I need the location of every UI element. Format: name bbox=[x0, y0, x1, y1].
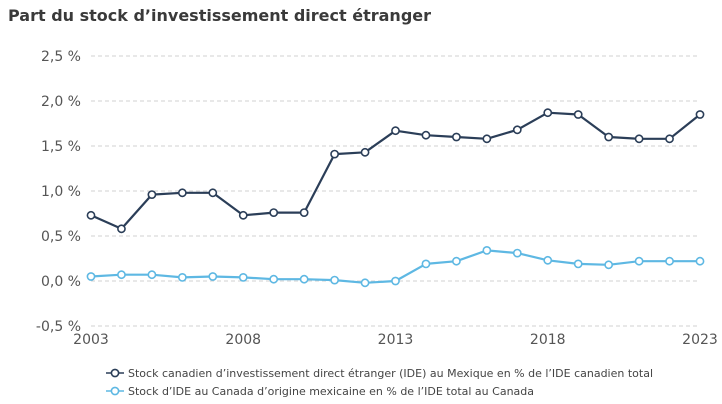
data-point bbox=[177, 272, 187, 282]
legend-label-2: Stock d’IDE au Canada d’origine mexicain… bbox=[128, 385, 534, 398]
data-point bbox=[269, 274, 279, 284]
data-point bbox=[360, 147, 370, 157]
data-point bbox=[391, 276, 400, 286]
data-point bbox=[695, 110, 705, 119]
data-point bbox=[330, 275, 339, 285]
chart-title: Part du stock d’investissement direct ét… bbox=[8, 6, 432, 25]
x-tick-label: 2013 bbox=[378, 332, 414, 348]
data-point bbox=[299, 208, 309, 217]
y-tick-label: 0,5 % bbox=[41, 229, 81, 245]
legend-marker-1 bbox=[110, 368, 120, 378]
data-point bbox=[86, 210, 96, 220]
data-point bbox=[330, 149, 339, 159]
data-point bbox=[238, 272, 248, 282]
y-tick-label: -0,5 % bbox=[36, 319, 81, 335]
legend-marker-2 bbox=[110, 386, 120, 396]
data-point bbox=[543, 108, 553, 118]
data-point bbox=[512, 248, 522, 258]
data-point bbox=[299, 274, 309, 284]
data-point bbox=[421, 130, 431, 140]
data-point bbox=[391, 126, 400, 136]
x-tick-label: 2008 bbox=[225, 332, 261, 348]
data-point bbox=[451, 132, 461, 142]
data-point bbox=[421, 259, 431, 269]
data-point bbox=[117, 270, 126, 280]
data-point bbox=[177, 188, 187, 198]
data-point bbox=[512, 125, 522, 135]
y-tick-label: 1,5 % bbox=[41, 139, 81, 155]
y-tick-label: 2,0 % bbox=[41, 94, 81, 110]
data-point bbox=[147, 190, 157, 199]
data-point bbox=[238, 210, 248, 220]
y-tick-label: 2,5 % bbox=[41, 49, 81, 65]
data-point bbox=[604, 260, 614, 270]
data-point bbox=[147, 270, 157, 280]
data-point bbox=[573, 259, 583, 269]
data-point bbox=[208, 272, 218, 281]
data-point bbox=[604, 132, 614, 142]
y-tick-label: 0,0 % bbox=[41, 274, 81, 290]
data-point bbox=[634, 134, 644, 144]
data-point bbox=[695, 256, 705, 266]
legend-label-1: Stock canadien d’investissement direct é… bbox=[128, 367, 653, 380]
data-point bbox=[665, 256, 674, 266]
data-point bbox=[665, 134, 674, 144]
data-point bbox=[269, 208, 279, 217]
data-point bbox=[573, 110, 583, 119]
data-point bbox=[482, 134, 492, 144]
data-point bbox=[634, 256, 644, 266]
data-point bbox=[451, 256, 461, 266]
data-point bbox=[360, 278, 370, 288]
y-tick-label: 1,0 % bbox=[41, 184, 81, 200]
x-tick-label: 2003 bbox=[73, 332, 109, 348]
data-point bbox=[543, 255, 553, 265]
x-tick-label: 2023 bbox=[682, 332, 718, 348]
data-point bbox=[117, 224, 126, 234]
data-point bbox=[482, 245, 492, 255]
data-point bbox=[208, 188, 218, 198]
data-point bbox=[86, 272, 96, 281]
x-tick-label: 2018 bbox=[530, 332, 566, 348]
